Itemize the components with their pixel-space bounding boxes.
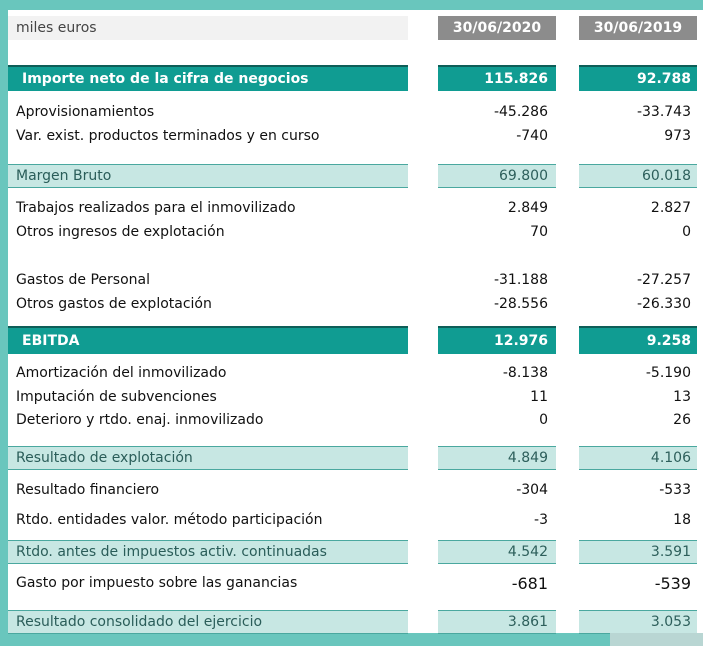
value-2020: -304 <box>516 482 548 498</box>
value-2019: 3.591 <box>579 540 697 564</box>
value-2020: -8.138 <box>502 365 548 381</box>
row-otros-gastos: Otros gastos de explotación -28.556 -26.… <box>8 292 703 316</box>
row-trabajos-inmovilizado: Trabajos realizados para el inmovilizado… <box>8 196 703 220</box>
row-label: Resultado consolidado del ejercicio <box>8 610 408 634</box>
row-deterioro: Deterioro y rtdo. enaj. inmovilizado 0 2… <box>8 408 703 432</box>
row-ebitda: EBITDA 12.976 9.258 <box>8 326 703 354</box>
value-2020: 115.826 <box>438 65 556 91</box>
row-label: Deterioro y rtdo. enaj. inmovilizado <box>16 412 264 428</box>
value-2019: 4.106 <box>579 446 697 470</box>
value-2019: 2.827 <box>650 200 691 216</box>
row-label: Gastos de Personal <box>16 272 150 288</box>
value-2020: -45.286 <box>493 104 548 120</box>
value-2020: 3.861 <box>438 610 556 634</box>
value-2020: -31.188 <box>493 272 548 288</box>
value-2019: -539 <box>654 573 691 593</box>
income-statement-panel: miles euros 30/06/2020 30/06/2019 Import… <box>8 10 703 634</box>
row-entidades-participacion: Rtdo. entidades valor. método participac… <box>8 508 703 532</box>
row-resultado-consolidado: Resultado consolidado del ejercicio 3.86… <box>8 610 703 634</box>
header-row: miles euros 30/06/2020 30/06/2019 <box>8 16 703 40</box>
row-resultado-explotacion: Resultado de explotación 4.849 4.106 <box>8 446 703 470</box>
value-2019: -5.190 <box>645 365 691 381</box>
value-2019: -27.257 <box>636 272 691 288</box>
value-2019: 60.018 <box>579 164 697 188</box>
row-resultado-financiero: Resultado financiero -304 -533 <box>8 478 703 502</box>
row-aprovisionamientos: Aprovisionamientos -45.286 -33.743 <box>8 100 703 124</box>
row-label: Imputación de subvenciones <box>16 389 217 405</box>
column-header-2020: 30/06/2020 <box>438 16 556 40</box>
row-margen-bruto: Margen Bruto 69.800 60.018 <box>8 164 703 188</box>
row-amortizacion: Amortización del inmovilizado -8.138 -5.… <box>8 361 703 385</box>
row-label: Var. exist. productos terminados y en cu… <box>16 128 320 144</box>
row-label: Trabajos realizados para el inmovilizado <box>16 200 296 216</box>
value-2020: 4.849 <box>438 446 556 470</box>
row-rtdo-antes-impuestos: Rtdo. antes de impuestos activ. continua… <box>8 540 703 564</box>
value-2020: 69.800 <box>438 164 556 188</box>
row-label: Importe neto de la cifra de negocios <box>8 65 408 91</box>
row-importe-neto: Importe neto de la cifra de negocios 115… <box>8 65 703 91</box>
value-2020: 12.976 <box>438 326 556 354</box>
value-2019: 13 <box>673 389 691 405</box>
value-2019: 92.788 <box>579 65 697 91</box>
value-2019: -33.743 <box>636 104 691 120</box>
value-2019: 0 <box>682 224 691 240</box>
row-label: Rtdo. entidades valor. método participac… <box>16 512 323 528</box>
row-label: Otros ingresos de explotación <box>16 224 225 240</box>
value-2020: 0 <box>539 412 548 428</box>
value-2019: 3.053 <box>579 610 697 634</box>
row-label: Aprovisionamientos <box>16 104 155 120</box>
value-2020: 2.849 <box>507 200 548 216</box>
value-2020: -681 <box>511 573 548 593</box>
row-label: Margen Bruto <box>8 164 408 188</box>
row-label: Resultado de explotación <box>8 446 408 470</box>
value-2019: 9.258 <box>579 326 697 354</box>
value-2020: 4.542 <box>438 540 556 564</box>
row-label: Otros gastos de explotación <box>16 296 212 312</box>
row-label: Gasto por impuesto sobre las ganancias <box>16 575 298 591</box>
row-label: EBITDA <box>8 326 408 354</box>
row-gasto-impuesto: Gasto por impuesto sobre las ganancias -… <box>8 571 703 595</box>
row-subvenciones: Imputación de subvenciones 11 13 <box>8 385 703 409</box>
corner-decoration <box>610 633 703 646</box>
row-var-exist: Var. exist. productos terminados y en cu… <box>8 124 703 148</box>
row-label: Resultado financiero <box>16 482 160 498</box>
row-label: Amortización del inmovilizado <box>16 365 227 381</box>
value-2020: 11 <box>530 389 548 405</box>
column-header-2019: 30/06/2019 <box>579 16 697 40</box>
value-2020: -740 <box>516 128 548 144</box>
row-gastos-personal: Gastos de Personal -31.188 -27.257 <box>8 268 703 292</box>
row-label: Rtdo. antes de impuestos activ. continua… <box>8 540 408 564</box>
value-2019: 18 <box>673 512 691 528</box>
value-2019: 973 <box>664 128 691 144</box>
value-2019: -533 <box>659 482 691 498</box>
row-otros-ingresos: Otros ingresos de explotación 70 0 <box>8 220 703 244</box>
value-2020: -3 <box>534 512 548 528</box>
value-2019: 26 <box>673 412 691 428</box>
value-2019: -26.330 <box>636 296 691 312</box>
unit-label: miles euros <box>8 16 408 40</box>
value-2020: -28.556 <box>493 296 548 312</box>
value-2020: 70 <box>530 224 548 240</box>
